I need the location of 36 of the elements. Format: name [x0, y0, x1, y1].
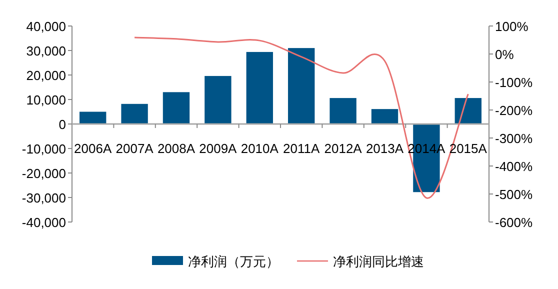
y-tick-label: -40,000 [22, 215, 66, 230]
x-tick-label: 2009A [199, 141, 238, 156]
bar [246, 52, 273, 124]
y2-tick-label: -200% [495, 103, 534, 118]
x-tick-label: 2007A [116, 141, 154, 156]
bar [371, 109, 398, 124]
y2-tick-label: 0% [495, 47, 514, 62]
bar [121, 104, 148, 124]
x-tick-label: 2012A [324, 141, 362, 156]
y-tick-label: 30,000 [26, 44, 66, 58]
x-tick-label: 2010A [240, 141, 279, 156]
y2-tick-label: -100% [495, 75, 534, 90]
legend-label: 净利润（万元） [188, 254, 279, 269]
y-tick-label: 40,000 [26, 19, 66, 34]
bar [162, 92, 190, 124]
y-tick-label: -10,000 [22, 142, 66, 156]
x-tick-label: 2013A [366, 141, 404, 156]
y-tick-label: 10,000 [26, 92, 66, 108]
y2-tick-label: -500% [495, 187, 534, 202]
bar [204, 76, 232, 124]
bar [330, 98, 356, 124]
bar [454, 98, 482, 124]
y-tick-label: 20,000 [26, 68, 66, 83]
y2-tick-label: 100% [495, 19, 529, 34]
y-tick-label: 0 [58, 117, 66, 132]
y2-tick-label: -300% [495, 131, 534, 146]
x-tick-label: 2006A [74, 141, 112, 156]
y-tick-label: -20,000 [22, 166, 66, 181]
bar [80, 112, 106, 124]
y2-tick-label: -400% [495, 159, 534, 174]
bar [288, 48, 315, 124]
legend-label: 净利润同比增速 [333, 254, 424, 269]
y2-tick-label: -600% [495, 215, 534, 230]
x-tick-label: 2011A [283, 141, 320, 156]
x-tick-label: 2008A [157, 141, 196, 156]
y-tick-label: -30,000 [22, 190, 66, 206]
